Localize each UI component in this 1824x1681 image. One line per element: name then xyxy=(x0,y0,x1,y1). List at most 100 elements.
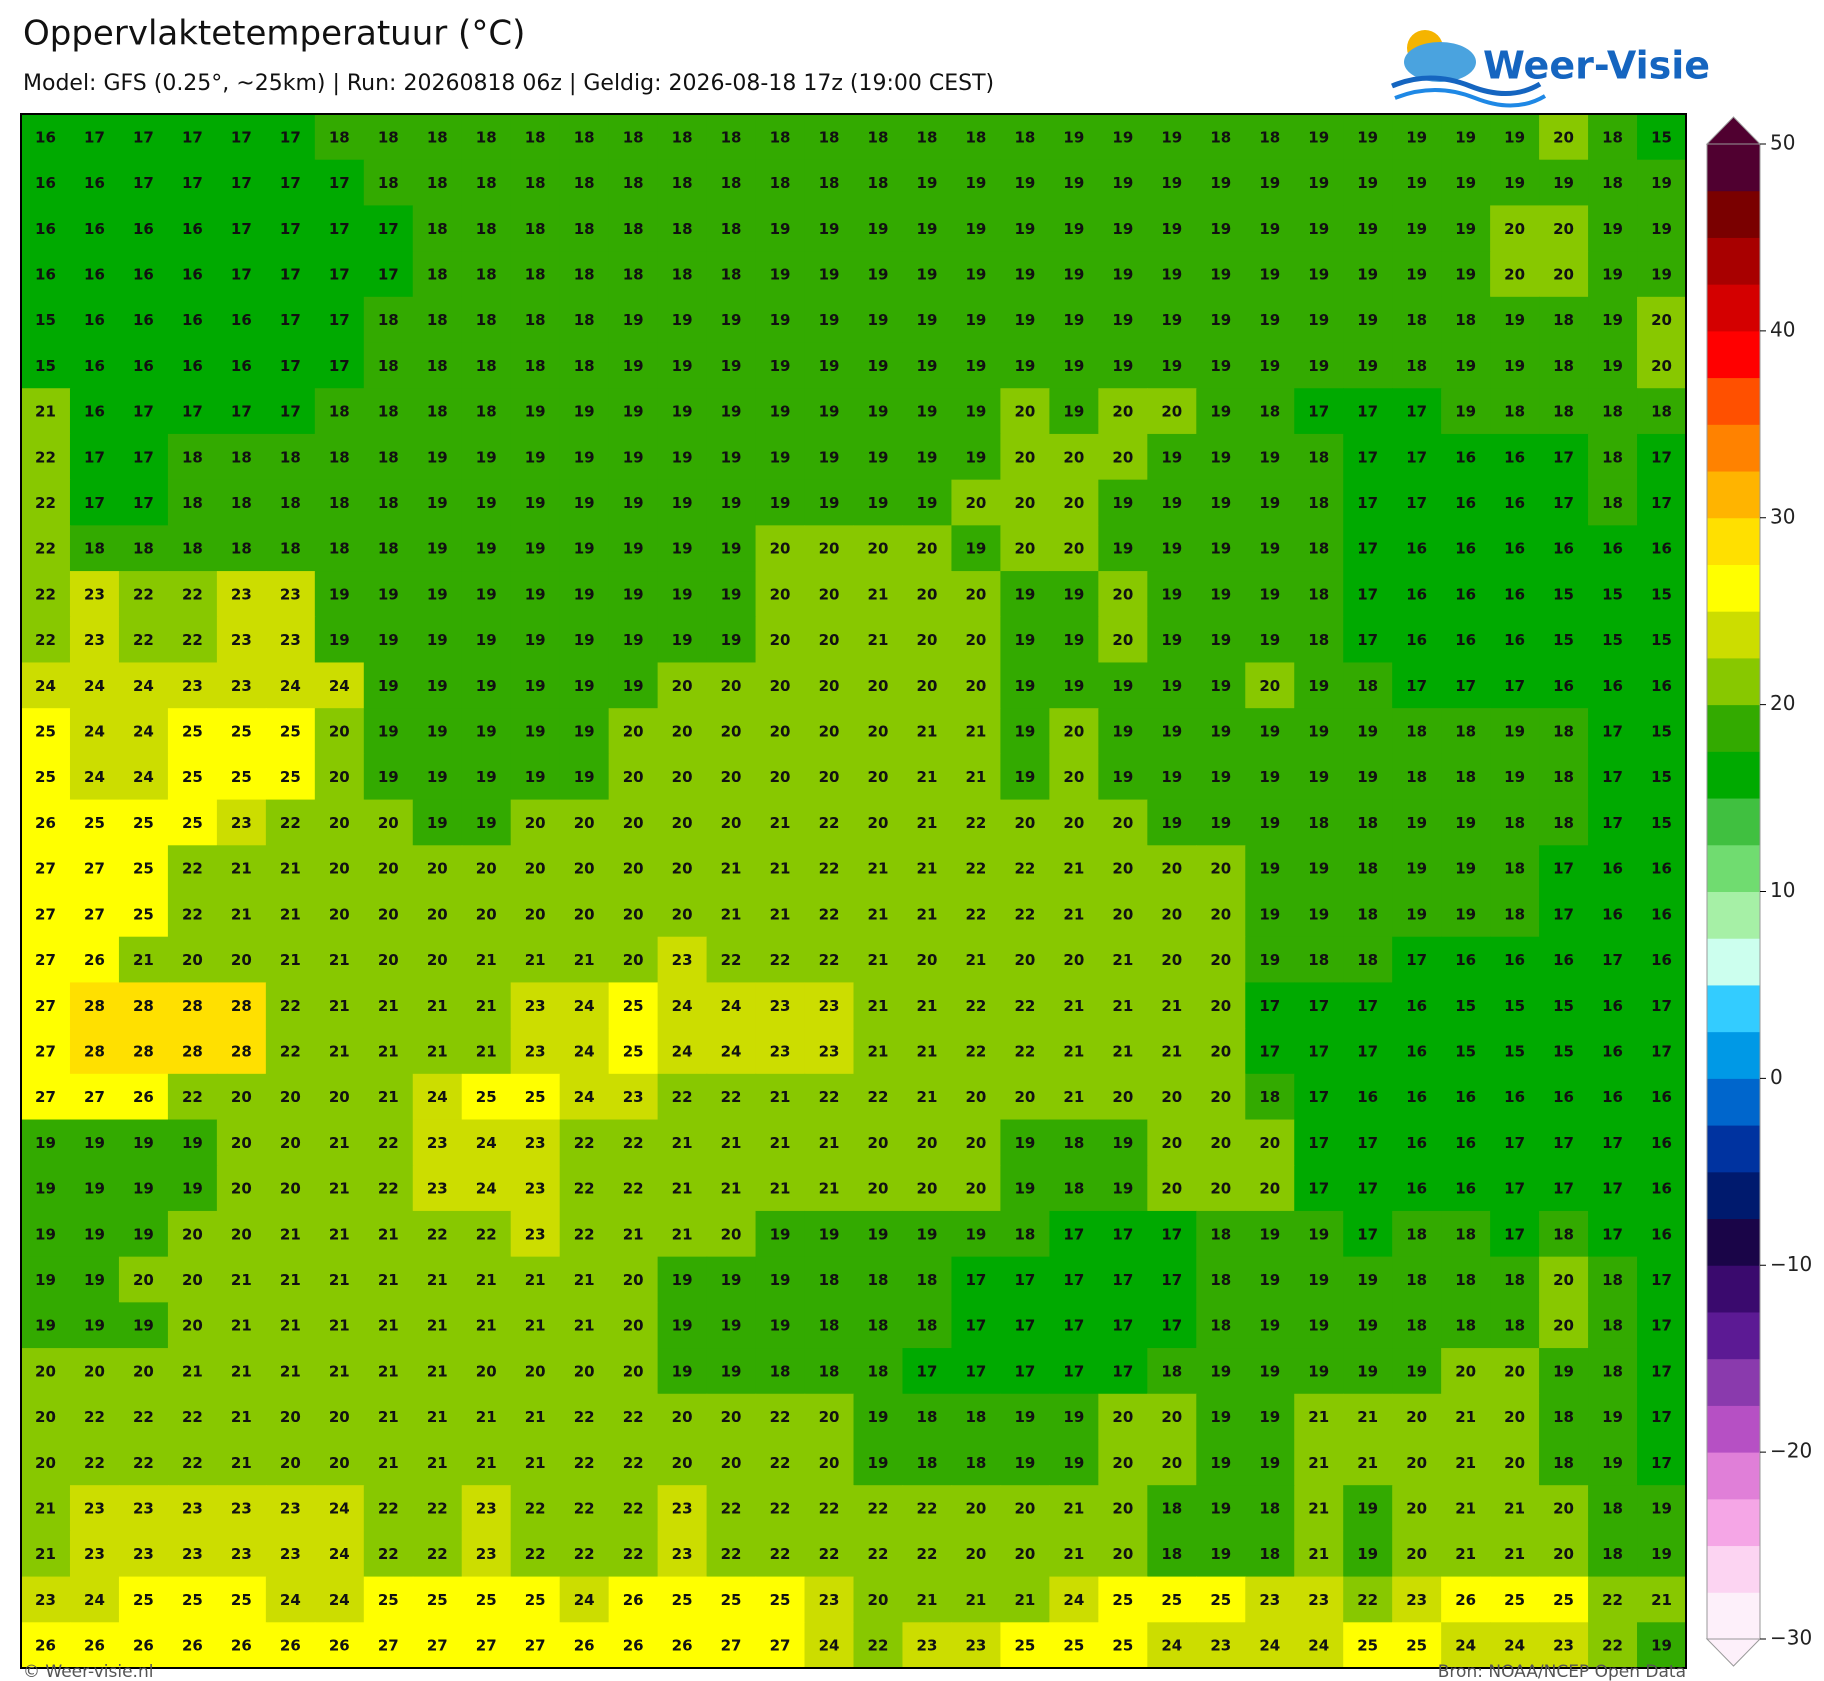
temp-cell xyxy=(461,708,512,755)
temp-cell xyxy=(1343,479,1393,526)
temp-cell xyxy=(1196,1348,1246,1395)
temp-cell xyxy=(1245,1485,1295,1532)
temp-cell xyxy=(1000,296,1050,344)
temp-label: 17 xyxy=(133,494,154,512)
temp-label: 18 xyxy=(84,540,105,558)
temp-label: 25 xyxy=(133,1591,154,1609)
temp-label: 20 xyxy=(770,631,791,649)
temp-cell xyxy=(559,342,610,389)
temp-cell xyxy=(1098,1302,1148,1349)
temp-label: 24 xyxy=(133,677,154,695)
temp-cell xyxy=(1000,1028,1050,1075)
temp-cell xyxy=(412,662,463,709)
temp-label: 20 xyxy=(1161,1180,1182,1198)
temp-cell xyxy=(412,1348,463,1395)
temp-cell xyxy=(216,1576,267,1623)
temp-label: 18 xyxy=(1210,128,1231,146)
temp-label: 20 xyxy=(1112,448,1133,466)
temp-cell xyxy=(706,753,757,801)
temp-cell xyxy=(1490,1485,1540,1532)
temp-label: 20 xyxy=(1406,1408,1427,1426)
temp-cell xyxy=(1245,799,1295,846)
temp-cell xyxy=(510,251,561,298)
temp-label: 22 xyxy=(133,1408,154,1426)
temp-cell xyxy=(608,799,659,846)
temp-cell xyxy=(1049,1393,1099,1441)
temp-cell xyxy=(1294,891,1344,938)
temp-cell xyxy=(167,205,218,252)
temp-label: 19 xyxy=(1259,723,1280,741)
temp-label: 21 xyxy=(721,860,742,878)
temp-cell xyxy=(951,1210,1002,1258)
temp-cell xyxy=(706,616,757,664)
temp-label: 16 xyxy=(1602,540,1623,558)
temp-label: 18 xyxy=(1357,951,1378,969)
temp-cell xyxy=(216,1165,267,1212)
temp-cell xyxy=(216,1485,267,1532)
temp-label: 23 xyxy=(1210,1637,1231,1655)
temp-cell xyxy=(510,936,561,984)
temp-label: 22 xyxy=(1602,1637,1623,1655)
temp-label: 17 xyxy=(84,448,105,466)
temp-cell xyxy=(951,1119,1002,1166)
temp-cell xyxy=(1098,1393,1148,1441)
temp-cell xyxy=(1490,1622,1540,1669)
temp-cell xyxy=(1147,1256,1197,1303)
temp-label: 18 xyxy=(1602,174,1623,192)
temp-cell xyxy=(167,1210,218,1258)
temp-label: 18 xyxy=(378,448,399,466)
temp-label: 21 xyxy=(1112,951,1133,969)
temp-label: 20 xyxy=(1553,1317,1574,1335)
temp-label: 18 xyxy=(819,1271,840,1289)
temp-cell xyxy=(853,1073,904,1121)
temp-label: 25 xyxy=(1014,1637,1035,1655)
temp-label: 18 xyxy=(1308,814,1329,832)
temp-label: 19 xyxy=(917,494,938,512)
temp-cell xyxy=(1539,1210,1589,1258)
temp-cell xyxy=(853,936,904,984)
temp-cell xyxy=(1392,1393,1442,1441)
temp-cell xyxy=(1098,251,1148,298)
temp-label: 24 xyxy=(1455,1637,1476,1655)
temp-label: 20 xyxy=(965,585,986,603)
temp-cell xyxy=(510,1485,561,1532)
temp-label: 19 xyxy=(525,403,546,421)
temp-cell xyxy=(1539,982,1589,1029)
temp-label: 16 xyxy=(35,265,56,283)
temp-cell xyxy=(1098,571,1148,618)
temp-cell xyxy=(265,1576,316,1623)
temp-cell xyxy=(1490,205,1540,252)
temp-cell xyxy=(1588,296,1638,344)
temp-cell xyxy=(706,1439,757,1486)
temp-label: 18 xyxy=(1357,677,1378,695)
temp-cell xyxy=(1343,296,1393,344)
temp-cell xyxy=(1098,159,1148,207)
temp-label: 16 xyxy=(1602,860,1623,878)
temp-cell xyxy=(902,571,953,618)
temp-label: 20 xyxy=(770,677,791,695)
temp-cell xyxy=(1049,1576,1099,1623)
temp-cell xyxy=(265,1165,316,1212)
temp-cell xyxy=(510,1028,561,1075)
temp-label: 19 xyxy=(1259,1317,1280,1335)
temp-label: 18 xyxy=(231,448,252,466)
temp-cell xyxy=(1392,571,1442,618)
temp-label: 20 xyxy=(1161,860,1182,878)
temp-cell xyxy=(69,388,120,435)
temp-cell xyxy=(412,1119,463,1166)
temp-label: 17 xyxy=(965,1317,986,1335)
temp-cell xyxy=(1539,799,1589,846)
temp-label: 25 xyxy=(623,997,644,1015)
temp-label: 22 xyxy=(574,1180,595,1198)
temp-label: 18 xyxy=(1553,723,1574,741)
temp-cell xyxy=(951,479,1002,526)
temp-label: 24 xyxy=(329,1545,350,1563)
temp-label: 22 xyxy=(770,1545,791,1563)
temp-label: 19 xyxy=(1602,1454,1623,1472)
temp-cell xyxy=(118,1119,169,1166)
temp-cell xyxy=(804,708,855,755)
temp-cell xyxy=(510,616,561,664)
temp-label: 19 xyxy=(84,1180,105,1198)
temp-cell xyxy=(1343,525,1393,572)
